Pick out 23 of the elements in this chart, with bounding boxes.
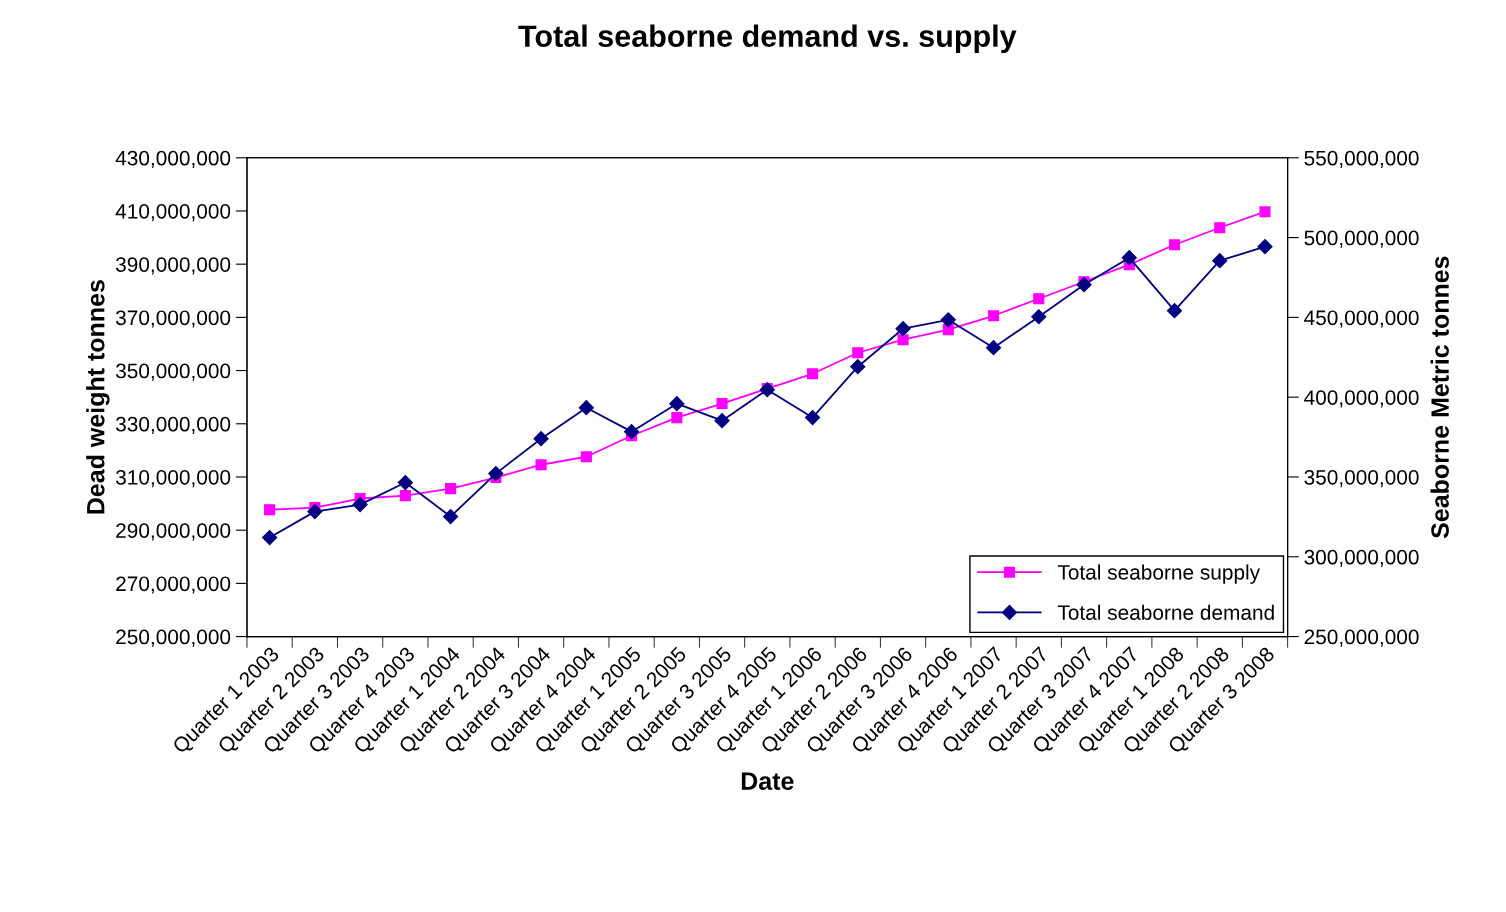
y2-tick-label: 300,000,000	[1304, 549, 1419, 567]
y2-tick-label: 500,000,000	[1304, 230, 1419, 248]
y-tick-label: 290,000,000	[116, 523, 231, 541]
y-tick-label: 270,000,000	[116, 576, 231, 594]
y-axis-title: Dead weight tonnes	[86, 280, 110, 514]
y-tick-label: 350,000,000	[115, 363, 231, 381]
y2-tick-label: 250,000,000	[1304, 629, 1419, 647]
y2-tick-label: 400,000,000	[1304, 390, 1419, 408]
y2-tick-label: 350,000,000	[1304, 469, 1419, 488]
y-tick-label: 370,000,000	[115, 310, 231, 328]
legend-label: Total seaborne demand	[1057, 604, 1274, 620]
y-tick-label: 330,000,000	[115, 416, 231, 434]
y-tick-label: 250,000,000	[116, 629, 231, 647]
y2-tick-label: 550,000,000	[1304, 150, 1419, 168]
chart-title: Total seaborne demand vs. supply	[518, 24, 1017, 54]
x-axis-title: Date	[741, 772, 794, 790]
y2-tick-label: 450,000,000	[1304, 310, 1419, 328]
y-tick-label: 410,000,000	[115, 203, 231, 222]
legend-label: Total seaborne supply	[1057, 564, 1261, 584]
y-tick-label: 390,000,000	[115, 257, 231, 275]
y-tick-label: 310,000,000	[115, 469, 231, 488]
y-tick-label: 430,000,000	[115, 150, 231, 168]
y2-axis-title: Seaborne Metric tonnes	[1430, 256, 1449, 539]
